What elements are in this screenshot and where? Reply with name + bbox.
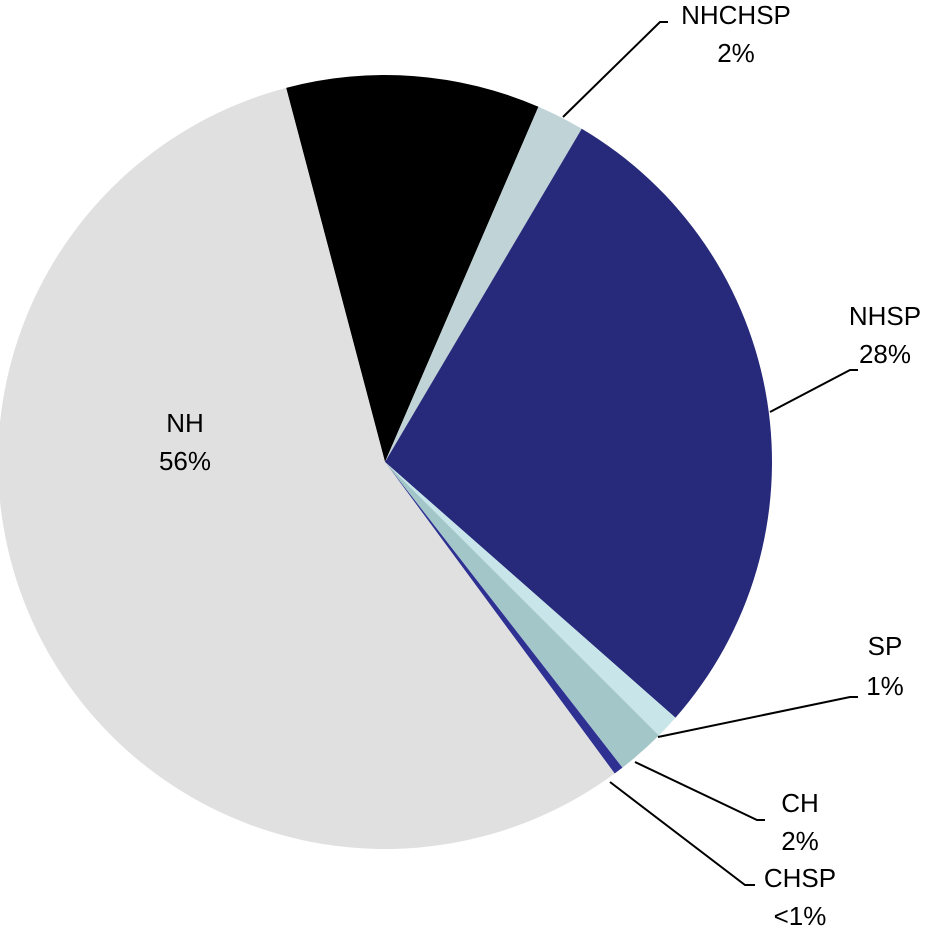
leader-line <box>609 781 755 886</box>
slice-value: 56% <box>159 446 211 476</box>
pie-slice <box>385 462 676 736</box>
slice-label: CHSP <box>764 863 836 893</box>
pie-slice <box>0 87 615 849</box>
slice-label: SP <box>868 631 903 661</box>
pie-slice <box>286 74 539 462</box>
slice-value: 2% <box>717 38 755 68</box>
slice-label: NHCHSP <box>681 0 791 30</box>
pie-slice <box>385 462 623 774</box>
pie-slice <box>385 128 773 718</box>
slice-label: CH <box>781 788 819 818</box>
slice-value: 1% <box>866 671 904 701</box>
slice-label: NHSP <box>849 301 921 331</box>
pie-slice <box>385 106 582 463</box>
slice-value: <1% <box>774 901 827 928</box>
slice-label: NH <box>166 408 204 438</box>
pie-slice <box>385 462 659 768</box>
leader-line <box>562 21 668 118</box>
leader-line <box>657 696 858 738</box>
leader-line <box>769 369 858 413</box>
leader-line <box>634 761 765 821</box>
slice-value: 28% <box>859 339 911 369</box>
slice-value: 2% <box>781 826 819 856</box>
